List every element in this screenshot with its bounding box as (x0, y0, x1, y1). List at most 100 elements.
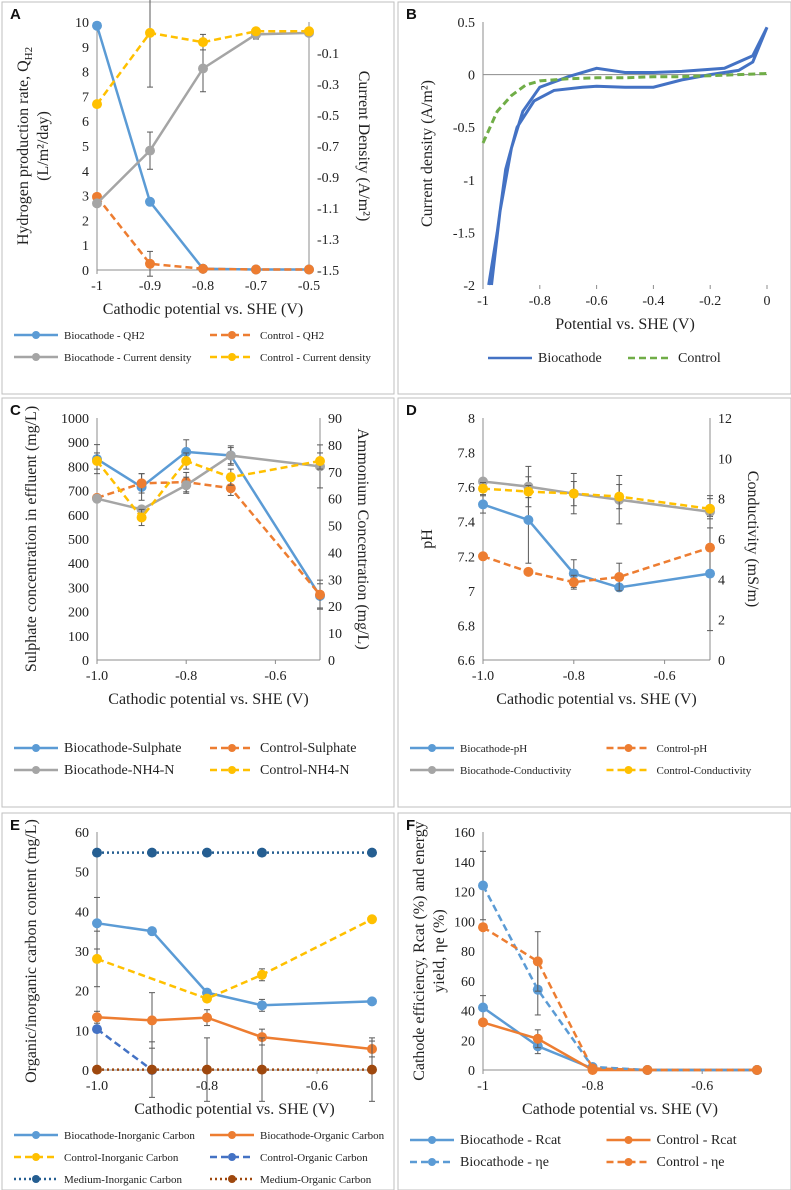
series-line (482, 926, 757, 1072)
y2-tick-label: 8 (718, 493, 725, 508)
series-line (96, 196, 309, 271)
legend-label: Control - Rcat (657, 1133, 737, 1148)
data-point (523, 486, 534, 497)
y-tick-label: 100 (68, 630, 89, 645)
legend-label: Biocathode-Conductivity (460, 765, 572, 777)
data-point (568, 568, 579, 579)
legend-marker (228, 766, 236, 774)
y-tick-label: 900 (68, 436, 89, 451)
y-axis-title: Organic/inorganic carbon content (mg/L) (23, 819, 40, 1083)
y-tick-label: 120 (454, 886, 475, 901)
panel-label: A (10, 6, 21, 23)
legend-marker (228, 1153, 236, 1161)
y-tick-label: 7 (468, 585, 475, 600)
data-point (251, 26, 261, 37)
x-tick-label: -0.8 (192, 279, 214, 294)
data-point (147, 1064, 157, 1075)
data-point (181, 456, 192, 467)
data-point (367, 1064, 377, 1075)
legend-marker (32, 353, 40, 361)
y-tick-label: 10 (75, 1024, 89, 1039)
data-point (145, 196, 155, 207)
data-point (202, 993, 212, 1004)
y2-tick-label: 70 (328, 466, 342, 481)
legend-marker (228, 353, 236, 361)
plot-area (478, 850, 762, 1075)
data-point (752, 1065, 762, 1075)
x-tick-label: -0.8 (563, 669, 585, 684)
panel-C: C 0 100 200 300 400 500 600 700 800 900 1000 0 10 20 30… (1, 397, 395, 808)
x-tick-label: -0.8 (175, 669, 197, 684)
data-point (478, 476, 488, 487)
data-point (198, 37, 208, 48)
legend-marker (428, 1158, 436, 1166)
data-point (92, 493, 102, 504)
data-point (251, 264, 261, 275)
y-tick-label: 0.5 (458, 16, 476, 31)
x-tick-label: -0.6 (586, 294, 608, 309)
legend-marker (428, 766, 436, 774)
legend-marker (228, 1175, 236, 1183)
data-point (92, 198, 102, 209)
y2-tick-label: -0.3 (317, 78, 339, 93)
panel-frame (1, 812, 395, 1190)
x-axis-title: Cathodic potential vs. SHE (V) (134, 1101, 334, 1118)
data-point (315, 589, 325, 600)
y-tick-label: 400 (68, 557, 89, 572)
panel-label: B (406, 6, 417, 23)
legend-label: Control-Conductivity (657, 765, 752, 777)
data-point (367, 996, 377, 1007)
data-point (198, 263, 208, 274)
x-tick-label: -0.4 (642, 294, 664, 309)
y2-axis-title: Current Density (A/m²) (355, 71, 372, 222)
series-line (481, 884, 757, 1072)
legend-marker (428, 1136, 436, 1144)
data-point (614, 491, 625, 502)
data-point (136, 512, 147, 523)
legend-marker (624, 1136, 633, 1144)
data-point (147, 847, 157, 858)
series-line (96, 454, 321, 511)
data-point (523, 514, 534, 525)
series-line (482, 1021, 757, 1072)
y2-tick-label: -1.3 (317, 233, 339, 248)
data-point (92, 953, 102, 964)
data-point (614, 572, 625, 583)
data-point (198, 63, 208, 74)
data-point (705, 542, 715, 553)
y-tick-label: 50 (75, 866, 89, 881)
legend-marker (32, 331, 40, 339)
y-tick-label: 80 (461, 945, 475, 960)
y-tick-label: 40 (75, 905, 89, 920)
x-tick-label: -1 (91, 279, 103, 294)
y2-axis-title: Ammonium Concentration (mg/L) (354, 428, 371, 649)
data-point (478, 551, 488, 562)
x-tick-label: -0.6 (264, 669, 286, 684)
y-tick-label: 6.6 (458, 654, 476, 669)
y-axis-title-main: Hydrogen production rate, Q (15, 60, 32, 245)
series-line (482, 480, 711, 514)
legend-marker (228, 1131, 236, 1139)
data-point (92, 99, 102, 110)
legend: Biocathode-Sulphate Control-Sulphate Bioca… (14, 741, 356, 778)
y2-tick-label: 60 (328, 493, 342, 508)
legend-label: Biocathode-Organic Carbon (260, 1130, 385, 1142)
y-axis-title: Cathode efficiency, Rcat (%) and energy (411, 821, 428, 1081)
data-point (304, 26, 314, 37)
y-tick-label: 2 (82, 214, 89, 229)
y2-tick-label: -0.9 (317, 171, 339, 186)
legend-label: Control-Organic Carbon (260, 1152, 368, 1164)
data-point (92, 847, 102, 858)
y-tick-label: 300 (68, 581, 89, 596)
y2-axis-title: Conductivity (mS/m) (744, 471, 761, 607)
legend-label: Biocathode-Sulphate (64, 741, 181, 756)
legend-label: Biocathode-NH4-N (64, 763, 174, 778)
data-point (92, 918, 102, 929)
series-line (481, 72, 768, 144)
y2-tick-label: 30 (328, 573, 342, 588)
data-point (145, 27, 155, 38)
legend-marker (32, 766, 40, 774)
x-tick-label: -1.0 (472, 669, 494, 684)
y2-tick-label: -0.7 (317, 140, 339, 155)
data-point (145, 145, 155, 156)
